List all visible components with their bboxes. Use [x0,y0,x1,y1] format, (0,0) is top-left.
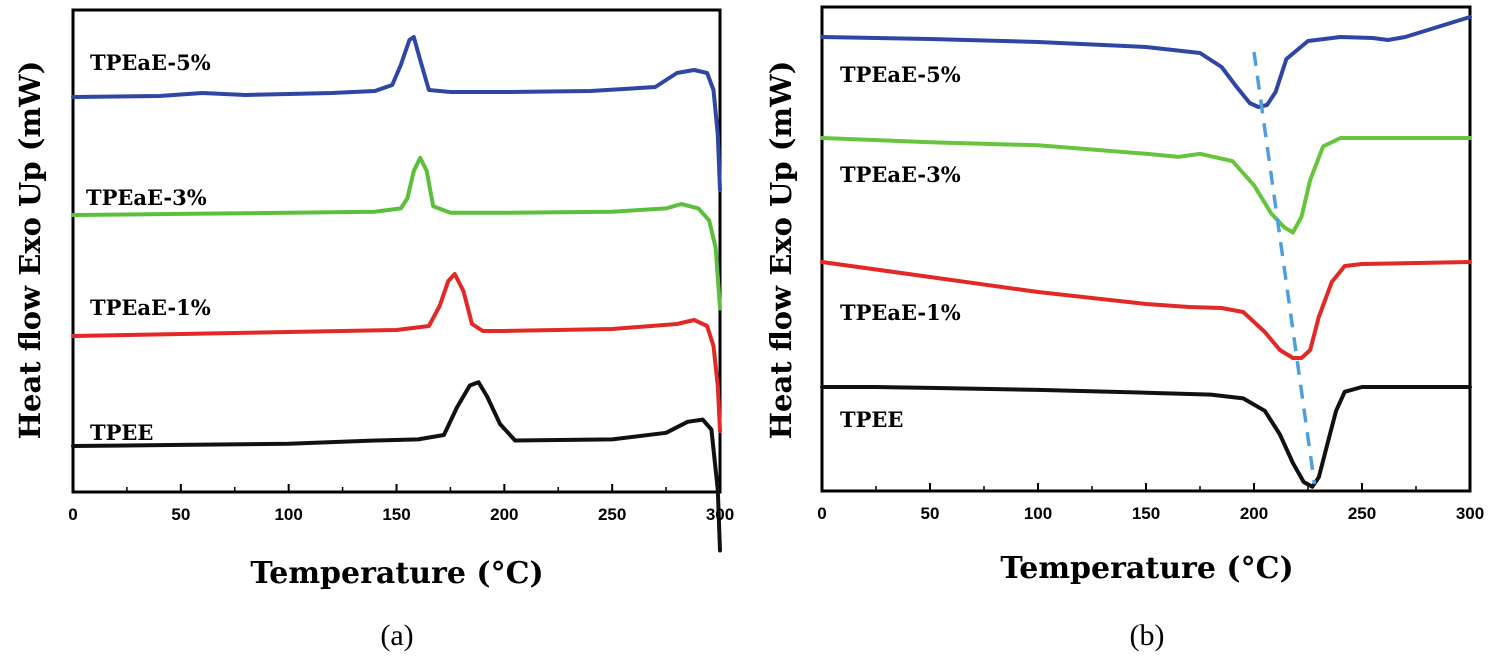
series-label: TPEaE-1% [840,300,961,325]
series-group [820,15,1472,489]
x-tick-label: 0 [817,504,826,523]
series-label: TPEaE-5% [840,62,961,87]
series-line [71,155,722,311]
series-line [820,385,1472,489]
x-tick-label: 200 [1240,504,1268,523]
trend-line [1252,51,1317,485]
x-tick-label: 50 [921,504,940,523]
panel-a: 0 50 100 150 200 250 300 TPEaE-5%TPEaE-3%TPEaE… [13,8,734,652]
x-tick-label: 150 [382,505,410,524]
series-line [71,272,722,433]
series-label: TPEE [90,420,153,445]
x-ticks: 0 50 100 150 200 250 300 [68,484,734,524]
panel-label: (a) [380,619,413,652]
x-tick-label: 50 [171,505,190,524]
x-tick-label: 200 [490,505,518,524]
x-axis-label: Temperature (°C) [1000,551,1293,586]
panel-label: (b) [1130,619,1165,652]
series-line [820,15,1472,109]
x-tick-label: 100 [274,505,302,524]
series-label: TPEaE-3% [840,162,961,187]
series-labels: TPEaE-5% TPEaE-3% TPEaE-1% TPEE [840,62,961,432]
x-tick-label: 250 [598,505,626,524]
series-line [820,260,1472,360]
x-tick-label: 150 [1132,504,1160,523]
series-line [71,380,722,553]
panel-b: 0 50 100 150 200 250 300 TPEaE-5%TPEaE-3%TPEaE… [764,5,1484,652]
series-line [71,35,722,192]
annotations [1252,51,1317,485]
y-axis-label: Heat flow Exo Up (mW) [13,61,47,440]
y-axis-label: Heat flow Exo Up (mW) [764,61,798,440]
x-tick-label: 300 [1456,504,1484,523]
plot-frame [71,8,722,494]
series-label: TPEaE-5% [90,50,211,75]
series-line [820,136,1472,235]
series-group [71,35,722,553]
x-tick-label: 0 [68,505,77,524]
x-tick-label: 300 [706,505,734,524]
series-label: TPEaE-3% [86,185,207,210]
x-tick-label: 250 [1348,504,1376,523]
x-tick-label: 100 [1024,504,1052,523]
series-label: TPEE [840,407,903,432]
x-ticks: 0 50 100 150 200 250 300 [817,483,1484,523]
x-axis-label: Temperature (°C) [250,556,543,591]
series-label: TPEaE-1% [90,295,211,320]
series-labels: TPEaE-5% TPEaE-3% TPEaE-1% TPEE [86,50,211,445]
